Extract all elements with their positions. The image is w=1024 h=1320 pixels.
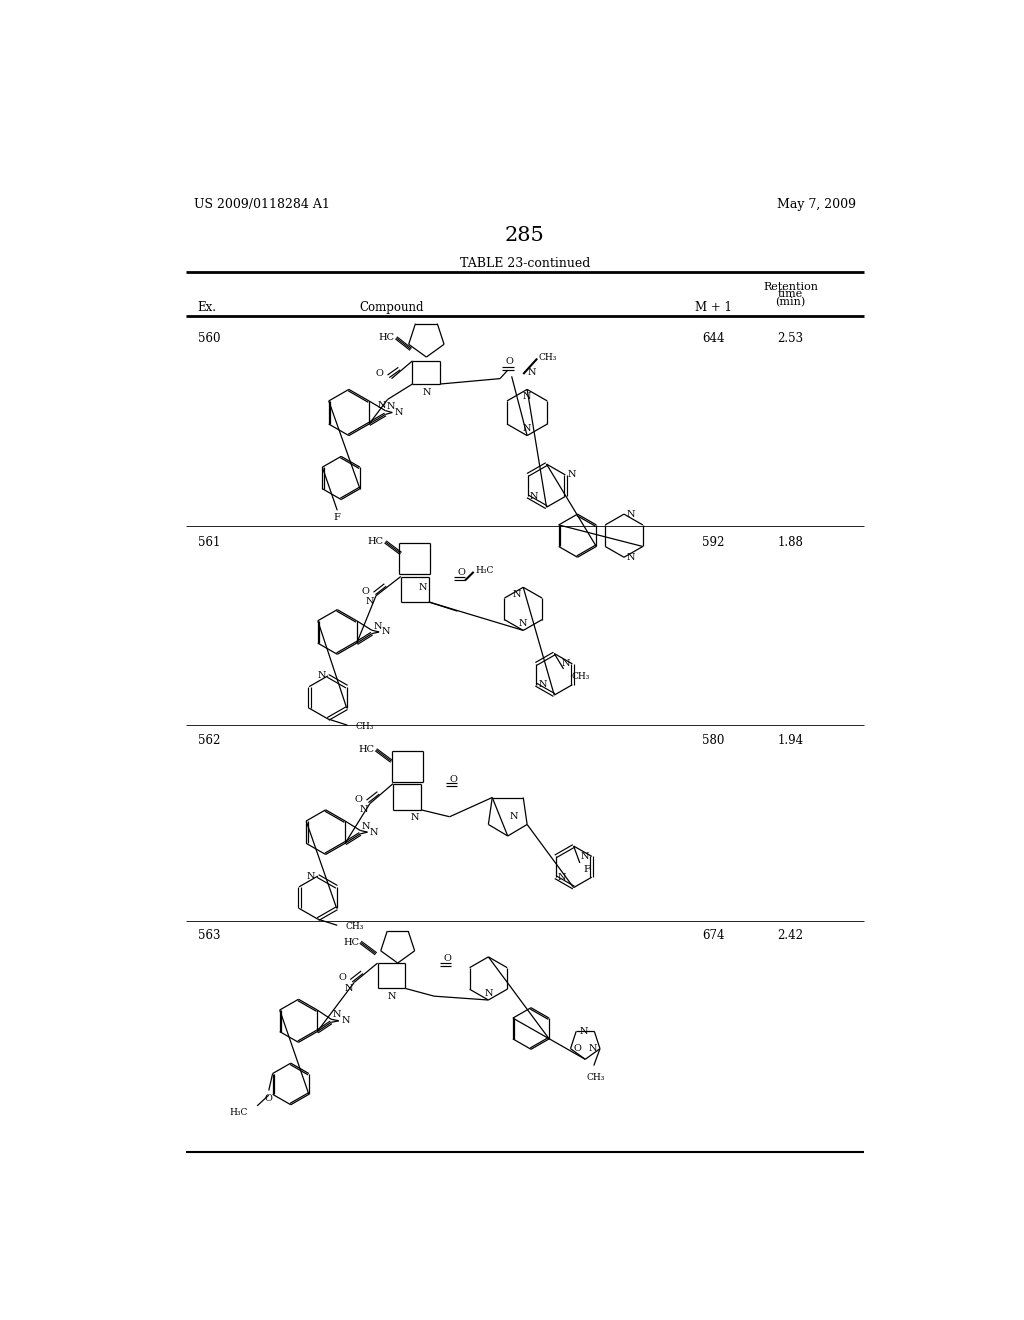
Text: HC: HC: [358, 746, 375, 754]
Text: CH₃: CH₃: [345, 923, 364, 932]
Text: F: F: [334, 512, 341, 521]
Text: Retention: Retention: [763, 281, 818, 292]
Text: O: O: [355, 795, 362, 804]
Text: N: N: [374, 622, 382, 631]
Text: CH₃: CH₃: [571, 672, 590, 681]
Text: CH₃: CH₃: [539, 352, 557, 362]
Text: 285: 285: [505, 226, 545, 246]
Text: H₃C: H₃C: [229, 1107, 248, 1117]
Text: N: N: [307, 871, 315, 880]
Text: O: O: [458, 568, 465, 577]
Text: 592: 592: [701, 536, 724, 549]
Text: N: N: [523, 424, 531, 433]
Text: Ex.: Ex.: [198, 301, 217, 314]
Text: O: O: [339, 973, 346, 982]
Text: N: N: [366, 598, 375, 606]
Text: N: N: [509, 812, 518, 821]
Text: CH₃: CH₃: [587, 1073, 605, 1082]
Text: N: N: [359, 805, 369, 814]
Text: N: N: [627, 510, 635, 519]
Text: 560: 560: [198, 333, 220, 346]
Text: O: O: [361, 586, 370, 595]
Text: N: N: [581, 851, 590, 861]
Text: HC: HC: [379, 334, 394, 342]
Text: N: N: [378, 401, 386, 411]
Text: 644: 644: [701, 333, 724, 346]
Text: N: N: [333, 1010, 341, 1019]
Text: 580: 580: [701, 734, 724, 747]
Text: May 7, 2009: May 7, 2009: [777, 198, 856, 211]
Text: N: N: [381, 627, 390, 636]
Text: N: N: [387, 403, 395, 412]
Text: N: N: [523, 392, 531, 401]
Text: N: N: [317, 672, 326, 680]
Text: N: N: [341, 1016, 349, 1026]
Text: N: N: [589, 1044, 597, 1053]
Text: N: N: [422, 388, 431, 397]
Text: 2.42: 2.42: [777, 929, 804, 942]
Text: 1.94: 1.94: [777, 734, 804, 747]
Text: Compound: Compound: [359, 301, 424, 314]
Text: 562: 562: [198, 734, 220, 747]
Text: N: N: [530, 492, 539, 500]
Text: HC: HC: [343, 937, 359, 946]
Text: N: N: [370, 828, 378, 837]
Text: O: O: [450, 775, 458, 784]
Text: N: N: [394, 408, 403, 417]
Text: O: O: [573, 1044, 582, 1053]
Text: O: O: [265, 1094, 272, 1104]
Text: TABLE 23-continued: TABLE 23-continued: [460, 257, 590, 271]
Text: N: N: [527, 368, 536, 378]
Text: N: N: [567, 470, 577, 479]
Text: N: N: [484, 989, 493, 998]
Text: F: F: [583, 865, 590, 874]
Text: M + 1: M + 1: [694, 301, 731, 314]
Text: 563: 563: [198, 929, 220, 942]
Text: N: N: [627, 553, 635, 562]
Text: HC: HC: [368, 537, 384, 546]
Text: CH₃: CH₃: [355, 722, 374, 731]
Text: N: N: [411, 813, 420, 822]
Text: 1.88: 1.88: [777, 536, 804, 549]
Text: 561: 561: [198, 536, 220, 549]
Text: time: time: [778, 289, 803, 300]
Text: (min): (min): [775, 297, 806, 308]
Text: N: N: [580, 1027, 588, 1036]
Text: N: N: [419, 583, 427, 593]
Text: 674: 674: [701, 929, 724, 942]
Text: N: N: [558, 873, 566, 882]
Text: N: N: [512, 590, 521, 598]
Text: N: N: [361, 822, 371, 830]
Text: N: N: [519, 619, 527, 628]
Text: H₃C: H₃C: [475, 566, 494, 574]
Text: N: N: [539, 680, 547, 689]
Text: N: N: [387, 991, 395, 1001]
Text: US 2009/0118284 A1: US 2009/0118284 A1: [194, 198, 330, 211]
Text: O: O: [506, 358, 513, 367]
Text: O: O: [443, 954, 452, 964]
Text: N: N: [344, 983, 352, 993]
Text: N: N: [561, 660, 570, 668]
Text: O: O: [376, 370, 384, 379]
Text: 2.53: 2.53: [777, 333, 804, 346]
